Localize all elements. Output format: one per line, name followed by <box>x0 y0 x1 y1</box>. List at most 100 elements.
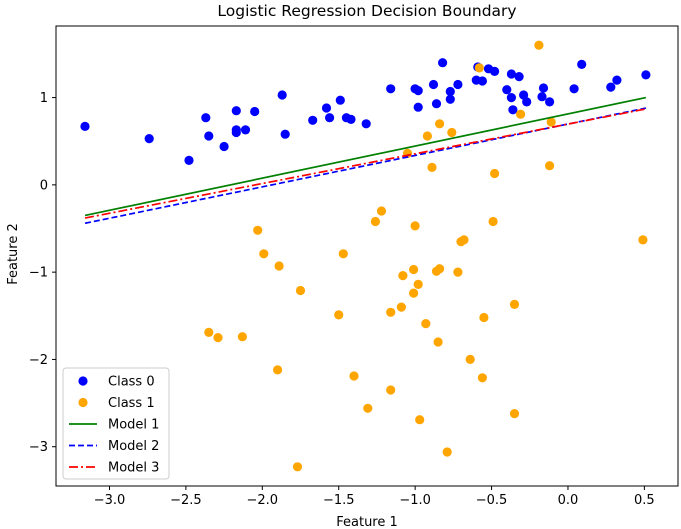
scatter-point <box>259 249 269 259</box>
x-tick-label: −2.5 <box>170 493 202 508</box>
scatter-point <box>413 102 423 112</box>
scatter-point <box>545 97 555 107</box>
scatter-point <box>537 92 547 102</box>
legend-box <box>62 367 170 480</box>
legend-marker <box>78 397 88 408</box>
scatter-point <box>506 69 516 79</box>
scatter-point <box>410 221 420 231</box>
scatter-point <box>506 93 516 103</box>
scatter-point <box>477 373 487 383</box>
scatter-point <box>274 261 284 271</box>
scatter-point <box>253 225 263 235</box>
scatter-point <box>308 115 318 125</box>
scatter-point <box>453 79 463 90</box>
scatter-point <box>612 75 622 85</box>
scatter-point <box>606 82 616 92</box>
scatter-point <box>240 125 251 135</box>
scatter-point <box>349 371 359 381</box>
y-tick-label: −2 <box>29 353 48 368</box>
legend-label: Model 2 <box>108 439 159 454</box>
legend-label: Model 3 <box>108 461 159 476</box>
legend: Class 0 Class 1 Model 1 Model 2 Model 3 <box>62 367 170 480</box>
scatter-point <box>490 66 500 76</box>
scatter-point <box>363 403 373 413</box>
scatter-point <box>516 109 526 119</box>
scatter-point <box>522 97 532 107</box>
scatter-point <box>346 114 356 124</box>
scatter-point <box>361 119 371 129</box>
scatter-point <box>376 206 387 216</box>
scatter-point <box>213 333 223 343</box>
scatter-point <box>334 310 344 320</box>
scatter-point <box>204 327 214 337</box>
scatter-point <box>445 94 455 104</box>
scatter-point <box>415 415 425 425</box>
scatter-point <box>502 85 512 95</box>
scatter-point <box>144 134 154 144</box>
scatter-point <box>577 59 587 69</box>
scatter-point <box>231 125 241 135</box>
legend-label: Model 1 <box>108 418 159 433</box>
scatter-point <box>219 141 229 152</box>
scatter-point <box>335 95 345 105</box>
scatter-point <box>413 86 423 96</box>
axes-frame <box>55 25 679 487</box>
legend-label: Class 0 <box>108 375 155 390</box>
y-tick-label: 0 <box>40 178 48 193</box>
scatter-point <box>545 161 555 171</box>
x-tick-label: −0.5 <box>476 493 508 508</box>
plot-area <box>80 40 651 472</box>
scatter-point <box>422 131 432 141</box>
scatter-point <box>569 84 579 94</box>
scatter-point <box>508 105 518 115</box>
scatter-series-2 <box>204 40 648 472</box>
boundary-line-1 <box>84 96 647 217</box>
scatter-point <box>479 312 489 323</box>
scatter-point <box>409 264 419 275</box>
scatter-point <box>438 58 448 68</box>
scatter-point <box>514 72 524 82</box>
scatter-point <box>465 354 475 364</box>
scatter-point <box>386 307 396 317</box>
scatter-point <box>519 90 529 100</box>
scatter-point <box>447 127 457 138</box>
scatter-point <box>370 216 380 227</box>
scatter-point <box>295 285 306 296</box>
x-axis: −3.0 −2.5 −2.0 −1.5 −1.0 −0.5 0.0 0.5 <box>94 486 655 508</box>
scatter-point <box>250 106 260 117</box>
scatter-point <box>428 79 439 90</box>
scatter-point <box>445 86 455 97</box>
boundary-line-3 <box>84 108 647 219</box>
legend-label: Class 1 <box>108 396 155 411</box>
y-tick-label: 1 <box>40 91 48 106</box>
legend-marker <box>78 376 88 386</box>
scatter-point <box>292 462 303 472</box>
scatter-point <box>280 129 290 139</box>
scatter-series-1 <box>80 58 651 165</box>
x-tick-label: −1.0 <box>399 493 431 508</box>
scatter-point <box>488 216 498 227</box>
scatter-point <box>396 302 406 312</box>
scatter-point <box>421 319 431 329</box>
scatter-point <box>442 447 452 457</box>
scatter-point <box>277 90 287 100</box>
scatter-point <box>427 162 437 172</box>
x-tick-label: 0.5 <box>634 493 655 508</box>
scatter-point <box>534 40 544 50</box>
y-axis: 1 0 −1 −2 −3 <box>29 91 56 455</box>
scatter-point <box>325 113 335 123</box>
y-axis-title: Feature 2 <box>6 223 21 285</box>
scatter-point <box>184 155 194 165</box>
scatter-point <box>509 409 520 419</box>
x-tick-label: −1.5 <box>323 493 355 508</box>
scatter-point <box>490 168 500 179</box>
scatter-point <box>474 63 484 73</box>
scatter-point <box>638 235 648 245</box>
scatter-point <box>459 235 469 245</box>
scatter-point <box>413 279 423 289</box>
scatter-point <box>201 113 211 123</box>
scatter-point <box>509 299 520 309</box>
scatter-point <box>398 271 408 281</box>
scatter-point <box>80 121 90 131</box>
